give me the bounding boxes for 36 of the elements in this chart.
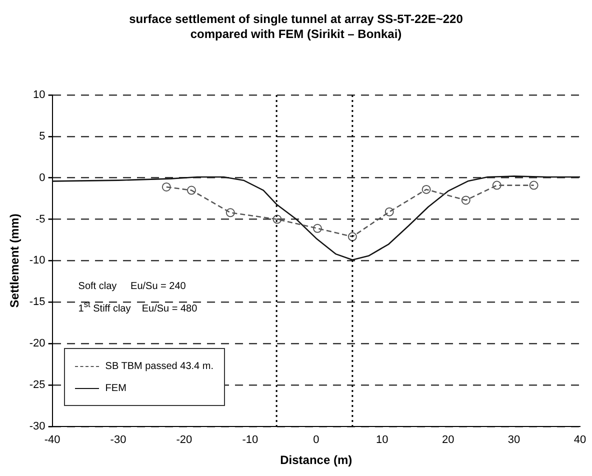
annotation: 1$^{st}$ Stiff clay Eu/Su = 480	[78, 299, 198, 315]
annotation: Soft clay Eu/Su = 240	[78, 281, 186, 292]
point	[461, 196, 470, 205]
chart-title: surface settlement of single tunnel at array SS-5T-22E~220 compared with FEM (Sirikit – Bonkai)	[128, 12, 464, 42]
y-axis-title: Settlement (mm)	[8, 214, 22, 308]
point	[162, 182, 171, 192]
y-tick-label: -5	[36, 213, 46, 226]
y-tick-label: -10	[29, 254, 46, 267]
x-tick-label: 0	[313, 434, 320, 446]
y-tick-label: 5	[39, 130, 46, 142]
x-tick-label: 20	[442, 434, 454, 446]
point	[226, 208, 235, 218]
legend-label: SB TBM passed 43.4 m.	[105, 360, 214, 372]
point	[492, 180, 502, 190]
x-tick-label: 10	[376, 434, 388, 446]
x-tick-label: -30	[110, 434, 126, 446]
point	[186, 186, 196, 195]
y-tick-label: -25	[29, 379, 46, 392]
x-tick-label: 30	[508, 434, 520, 446]
y-tick-label: 10	[33, 89, 46, 102]
point	[312, 224, 322, 233]
point	[348, 232, 357, 242]
x-tick-label: -40	[44, 434, 60, 446]
y-tick-label: -20	[29, 338, 46, 350]
x-axis-title: Distance (m)	[280, 453, 352, 468]
y-tick-label: 0	[39, 172, 46, 184]
point	[272, 214, 282, 224]
x-tick-label: -10	[242, 434, 258, 446]
point	[422, 184, 431, 194]
point	[529, 180, 538, 190]
x-tick-label: -20	[176, 434, 192, 446]
point	[384, 207, 394, 216]
x-tick-label: 40	[574, 434, 586, 446]
legend-label: FEM	[105, 382, 126, 394]
y-tick-label: -30	[29, 420, 46, 432]
y-tick-label: -15	[29, 296, 46, 308]
